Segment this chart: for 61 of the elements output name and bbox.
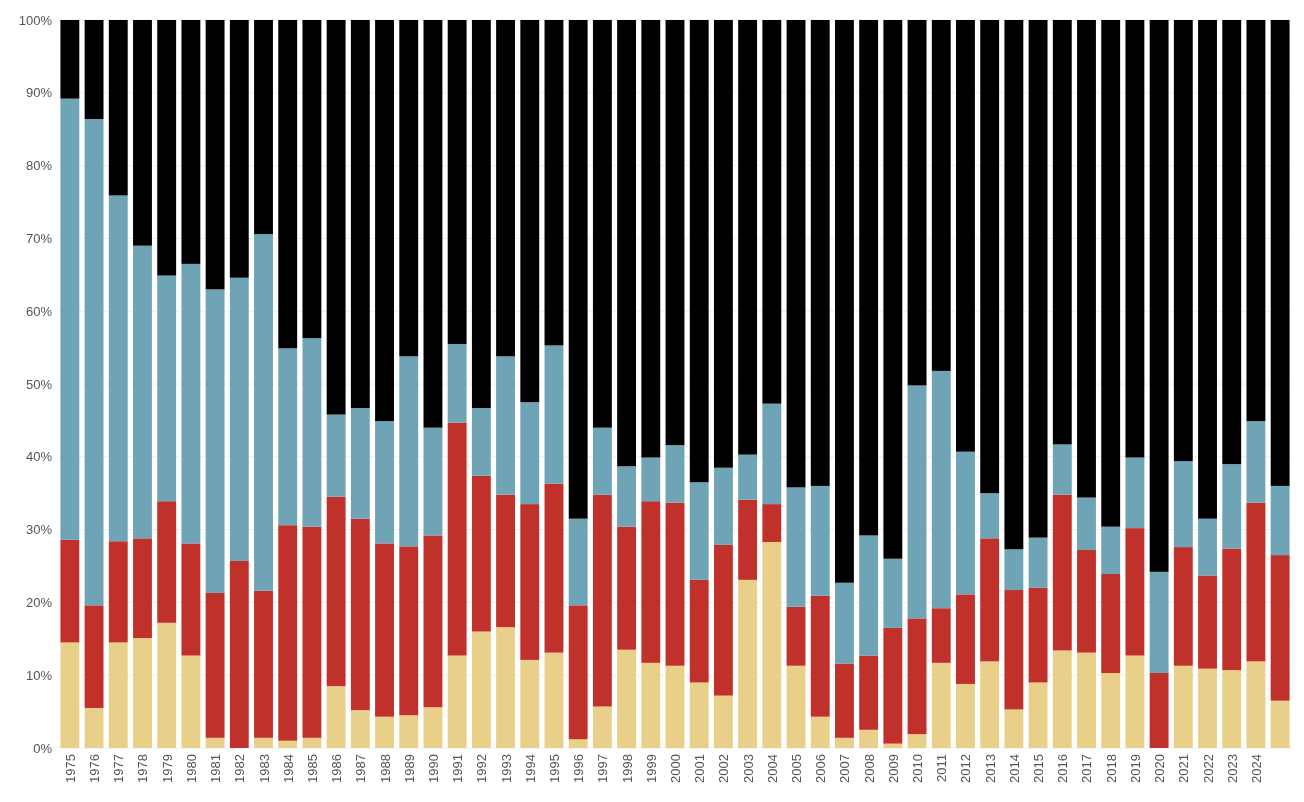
x-tick-label: 1978 <box>135 754 151 783</box>
x-tick-label: 1996 <box>571 754 587 783</box>
x-tick-label: 2010 <box>910 754 926 783</box>
x-tick-label: 1997 <box>595 754 611 783</box>
x-tick-label: 1994 <box>522 754 538 783</box>
x-tick-label: 2009 <box>885 754 901 783</box>
x-tick-label: 1998 <box>619 754 635 783</box>
x-tick-label: 2019 <box>1127 754 1143 783</box>
x-tick-label: 1985 <box>304 754 320 783</box>
x-tick-label: 1984 <box>280 754 296 783</box>
x-tick-label: 1983 <box>256 754 272 783</box>
x-tick-label: 2014 <box>1006 754 1022 783</box>
y-tick-label: 60% <box>25 303 53 319</box>
x-tick-label: 1977 <box>111 754 127 783</box>
x-tick-label: 2013 <box>982 754 998 783</box>
x-tick-label: 2016 <box>1055 754 1071 783</box>
y-tick-label: 20% <box>25 594 53 610</box>
x-tick-label: 2005 <box>789 754 805 783</box>
x-tick-label: 2017 <box>1079 754 1095 783</box>
x-tick-label: 1988 <box>377 754 393 783</box>
x-tick-label: 1999 <box>643 754 659 783</box>
x-tick-label: 2001 <box>692 754 708 783</box>
x-tick-label: 1982 <box>232 754 248 783</box>
y-tick-label: 70% <box>25 230 53 246</box>
x-tick-label: 2024 <box>1248 754 1264 783</box>
x-tick-label: 2021 <box>1176 754 1192 783</box>
x-tick-label: 2002 <box>716 754 732 783</box>
x-tick-label: 2008 <box>861 754 877 783</box>
x-tick-label: 2006 <box>813 754 829 783</box>
y-tick-label: 50% <box>25 376 53 392</box>
y-tick-label: 80% <box>25 158 53 174</box>
x-tick-label: 2004 <box>764 754 780 783</box>
x-tick-label: 1980 <box>183 754 199 783</box>
y-tick-label: 0% <box>33 740 53 756</box>
y-tick-label: 30% <box>25 522 53 538</box>
x-tick-label: 1991 <box>450 754 466 783</box>
y-tick-label: 40% <box>25 449 53 465</box>
x-tick-label: 2023 <box>1224 754 1240 783</box>
x-tick-label: 2007 <box>837 754 853 783</box>
x-tick-label: 1979 <box>159 754 175 783</box>
x-tick-label: 1981 <box>208 754 224 783</box>
x-tick-label: 1993 <box>498 754 514 783</box>
x-tick-label: 2012 <box>958 754 974 783</box>
x-tick-label: 1975 <box>62 754 78 783</box>
x-tick-label: 1995 <box>546 754 562 783</box>
x-tick-label: 2000 <box>668 754 683 783</box>
x-tick-label: 2015 <box>1031 754 1047 783</box>
x-tick-label: 1989 <box>401 754 417 783</box>
x-tick-label: 2011 <box>934 754 950 782</box>
x-tick-label: 2018 <box>1103 754 1119 783</box>
y-tick-label: 10% <box>25 667 53 683</box>
x-tick-label: 1976 <box>87 754 103 783</box>
x-tick-label: 2020 <box>1152 754 1168 783</box>
x-tick-label: 2003 <box>740 754 756 783</box>
y-tick-label: 100% <box>18 12 53 28</box>
x-tick-label: 1990 <box>425 754 441 783</box>
x-tick-label: 1986 <box>329 754 345 783</box>
x-tick-label: 2022 <box>1200 754 1216 783</box>
x-tick-label: 1987 <box>353 754 369 783</box>
x-tick-label: 1992 <box>474 754 490 783</box>
y-tick-label: 90% <box>25 85 53 101</box>
